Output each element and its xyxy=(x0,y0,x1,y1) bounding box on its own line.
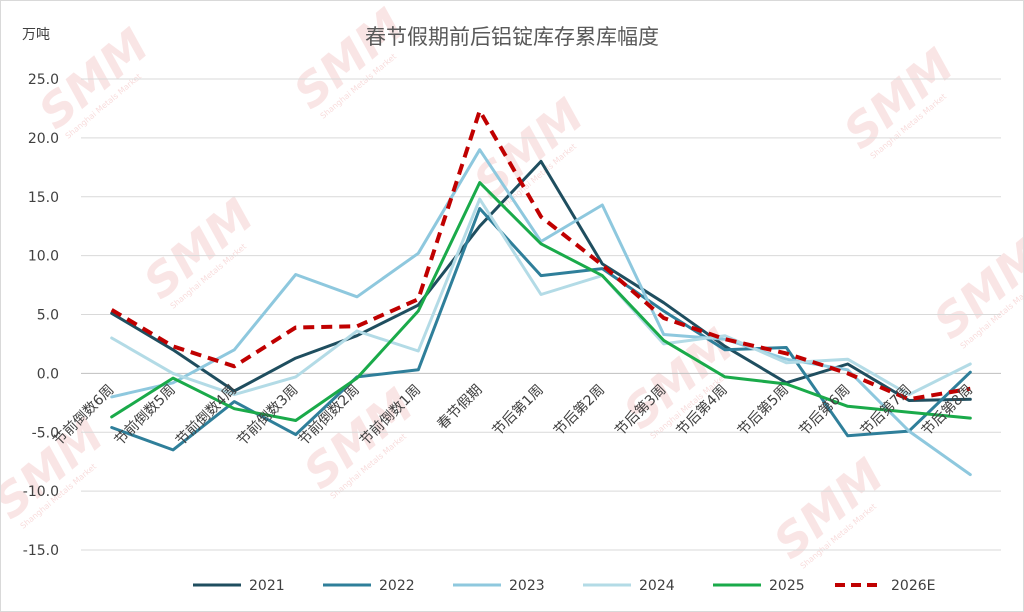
legend-label: 2021 xyxy=(249,578,285,594)
legend-label: 2022 xyxy=(379,578,415,594)
legend-label: 2023 xyxy=(509,578,545,594)
x-tick-label: 节后第5周 xyxy=(734,381,792,439)
y-axis-unit: 万吨 xyxy=(22,27,50,43)
legend-label: 2024 xyxy=(639,578,675,594)
x-tick-label: 节前倒数4周 xyxy=(172,381,240,449)
legend-item-2023: 2023 xyxy=(453,578,545,594)
y-tick-label: 25.0 xyxy=(28,72,59,88)
legend-item-2021: 2021 xyxy=(193,578,285,594)
y-tick-label: 0.0 xyxy=(37,366,59,382)
legend-item-2024: 2024 xyxy=(583,578,675,594)
series-line-2024 xyxy=(110,197,972,397)
series-lines xyxy=(110,108,972,477)
y-tick-label: -10.0 xyxy=(23,484,59,500)
y-axis-ticks: -15.0 -10.0 -5.0 0.0 5.0 10.0 15.0 20.0 25.0 xyxy=(23,72,59,559)
series-line-2025 xyxy=(110,181,972,422)
y-tick-label: 10.0 xyxy=(28,249,59,265)
series-line-2023 xyxy=(110,148,972,477)
legend-label: 2025 xyxy=(769,578,805,594)
y-tick-label: 5.0 xyxy=(37,308,59,324)
legend-item-2026E: 2026E xyxy=(835,578,935,594)
x-tick-label: 节后第2周 xyxy=(550,381,608,439)
legend-label: 2026E xyxy=(891,578,935,594)
series-line-2021 xyxy=(110,159,972,402)
y-tick-label: -15.0 xyxy=(23,543,59,559)
x-tick-label: 节后第1周 xyxy=(489,381,547,439)
y-tick-label: 20.0 xyxy=(28,131,59,147)
legend: 2021 2022 2023 2024 2025 2026E xyxy=(193,578,935,594)
chart-title: 春节假期前后铝锭库存累库幅度 xyxy=(365,25,659,49)
x-tick-label: 春节假期 xyxy=(435,382,486,433)
legend-item-2022: 2022 xyxy=(323,578,415,594)
y-tick-label: -5.0 xyxy=(32,425,59,441)
y-tick-label: 15.0 xyxy=(28,190,59,206)
legend-item-2025: 2025 xyxy=(713,578,805,594)
series-line-2026E xyxy=(110,108,971,402)
x-tick-label: 节后第8周 xyxy=(918,381,976,439)
